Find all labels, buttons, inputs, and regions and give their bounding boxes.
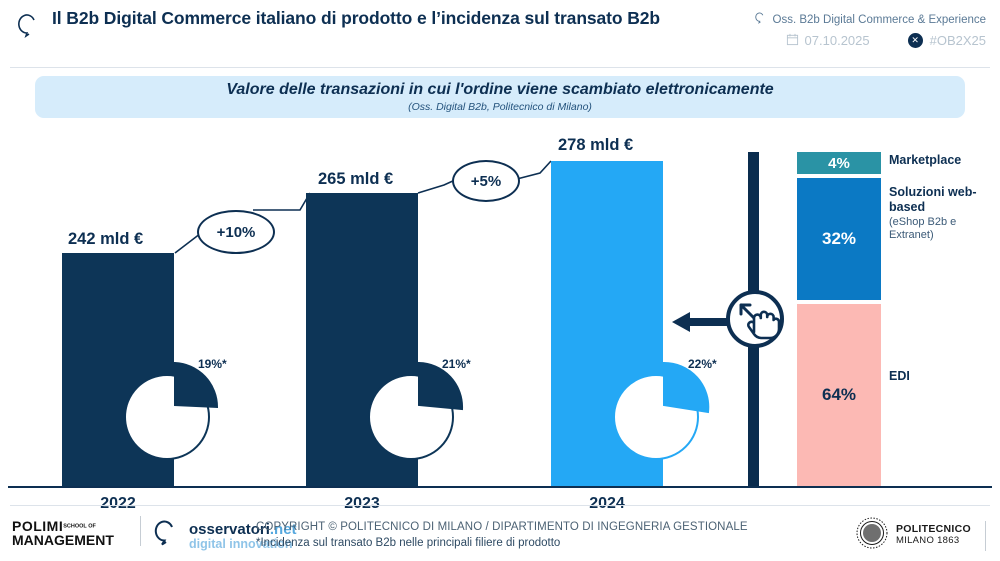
segment-marketplace-value: 4% [828, 154, 850, 172]
hand-pointer-icon[interactable] [724, 288, 786, 350]
calendar-icon [786, 33, 799, 49]
segment-web-based: 32% [797, 178, 881, 300]
politecnico-logo: POLITECNICO MILANO 1863 [856, 517, 986, 554]
chart-banner: Valore delle transazioni in cui l'ordine… [35, 76, 965, 118]
osservatori-magnifier-icon [152, 519, 182, 554]
bar-value-label-2022: 242 mld € [68, 230, 144, 248]
year-label-2022: 2022 [100, 495, 136, 512]
politecnico-separator [985, 520, 986, 551]
pie-2022 [124, 361, 219, 460]
segment-web-based-value: 32% [821, 229, 857, 248]
pie-2023 [368, 361, 464, 460]
segment-edi-value: 64% [821, 385, 857, 404]
legend-web-based-sub: (eShop B2b e Extranet) [889, 215, 957, 241]
observatory-row: Oss. B2b Digital Commerce & Experience [686, 9, 986, 30]
magnifier-icon [14, 12, 44, 42]
bar-value-label-2024: 278 mld € [558, 136, 634, 154]
header: Il B2b Digital Commerce italiano di prod… [0, 0, 1000, 68]
chart-area: 242 mld € 265 mld € 278 mld € +10% +5% 1… [0, 125, 1000, 512]
footer-separator [140, 516, 141, 546]
meta-row: 07.10.2025 ✕ #OB2X25 [686, 30, 986, 51]
magnifier-small-icon [754, 11, 767, 28]
pie-label-2024: 22%* [688, 357, 717, 371]
segment-marketplace: 4% [797, 152, 881, 174]
polimi-school-logo: POLIMISCHOOL OF MANAGEMENT [12, 519, 132, 547]
polimi-small: SCHOOL OF [63, 523, 96, 530]
breakdown-stack: 4% 32% 64% [797, 152, 881, 486]
year-label-2023: 2023 [344, 495, 380, 512]
axis-baseline [8, 486, 992, 488]
osservatori-logo[interactable]: osservatori.net digital innovation [152, 519, 297, 554]
x-social-icon[interactable]: ✕ [907, 33, 923, 48]
osservatori-tagline: digital innovation [189, 537, 293, 552]
politecnico-line2: MILANO 1863 [895, 535, 960, 547]
event-date: 07.10.2025 [786, 33, 870, 49]
copyright-text: COPYRIGHT © POLITECNICO DI MILANO / DIPA… [256, 521, 748, 533]
header-meta: Oss. B2b Digital Commerce & Experience 0… [686, 9, 986, 51]
polimi-line1: POLIMI [12, 518, 64, 534]
year-label-2024: 2024 [589, 495, 625, 512]
pie-label-2023: 21%* [442, 357, 471, 371]
legend-marketplace-label: Marketplace [889, 153, 962, 167]
politecnico-seal-icon [856, 517, 888, 554]
legend-edi-label: EDI [889, 369, 910, 383]
segment-edi: 64% [797, 304, 881, 486]
hashtag-group: ✕ #OB2X25 [907, 33, 986, 48]
left-arrow-icon [672, 312, 734, 332]
date-text: 07.10.2025 [804, 33, 870, 48]
osservatori-tld: .net [269, 521, 297, 539]
politecnico-line1: POLITECNICO [895, 523, 971, 536]
hashtag-text: #OB2X25 [929, 33, 986, 48]
banner-title: Valore delle transazioni in cui l'ordine… [226, 80, 774, 98]
pie-2024 [613, 361, 710, 460]
growth-badge-2024: +5% [452, 160, 520, 202]
legend-edi: EDI [889, 369, 1000, 384]
polimi-line2: MANAGEMENT [12, 532, 114, 548]
legend-marketplace: Marketplace [889, 153, 1000, 168]
banner-source: (Oss. Digital B2b, Politecnico di Milano… [408, 100, 592, 113]
bar-value-label-2023: 265 mld € [318, 170, 394, 188]
page-title: Il B2b Digital Commerce italiano di prod… [52, 8, 661, 28]
footnote-text: *Incidenza sul transato B2b nelle princi… [256, 536, 561, 549]
footer-divider [10, 505, 990, 506]
observatory-name: Oss. B2b Digital Commerce & Experience [772, 13, 986, 26]
header-divider [10, 67, 990, 68]
growth-badge-2023: +10% [197, 210, 275, 254]
legend-web-based-label: Soluzioni web-based [889, 185, 977, 215]
legend-web-based: Soluzioni web-based (eShop B2b e Extrane… [889, 185, 1000, 242]
footer: POLIMISCHOOL OF MANAGEMENT osservatori.n… [0, 505, 1000, 561]
footer-copyright-block: COPYRIGHT © POLITECNICO DI MILANO / DIPA… [256, 520, 816, 551]
osservatori-name: osservatori [189, 521, 270, 539]
pie-label-2022: 19%* [198, 357, 227, 371]
